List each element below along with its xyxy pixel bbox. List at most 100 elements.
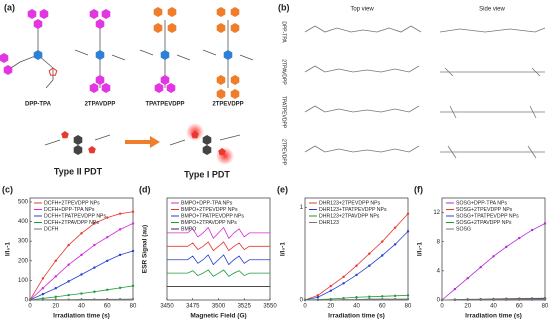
x-tick-label: 3550 bbox=[263, 304, 277, 310]
data-point bbox=[368, 295, 371, 298]
x-tick-label: 60 bbox=[104, 304, 111, 310]
data-point bbox=[530, 298, 534, 301]
data-point bbox=[131, 284, 135, 288]
data-point bbox=[492, 255, 495, 258]
legend-label: BMPO bbox=[181, 226, 196, 232]
x-tick-label: 80 bbox=[130, 304, 137, 310]
data-point bbox=[80, 298, 83, 301]
data-point bbox=[118, 298, 122, 301]
data-point bbox=[368, 252, 371, 255]
row-label: 2TPAVDPP bbox=[281, 59, 287, 85]
molecule-name: TPATPEVDPP bbox=[145, 102, 184, 108]
molecule-name: 2TPEVDPP bbox=[212, 102, 243, 108]
x-tick-label: 0 bbox=[440, 304, 444, 310]
data-point bbox=[67, 263, 70, 266]
data-point bbox=[381, 254, 384, 257]
row-label: 2TPEVDPP bbox=[281, 139, 287, 166]
legend-label: SOSG+DPP-TPA NPs bbox=[456, 200, 507, 206]
data-point bbox=[406, 212, 410, 215]
panel-label: (f) bbox=[414, 184, 423, 194]
data-point bbox=[453, 287, 457, 291]
row-label: TPATPEVDPP bbox=[281, 96, 287, 129]
data-point bbox=[93, 290, 96, 293]
y-tick-label: 0 bbox=[300, 298, 304, 304]
data-point bbox=[518, 298, 521, 301]
data-point bbox=[530, 228, 534, 232]
data-point bbox=[41, 277, 45, 280]
data-point bbox=[41, 298, 45, 302]
y-axis-label: I/I₀-1 bbox=[5, 242, 12, 257]
data-point bbox=[543, 222, 547, 225]
legend-label: DCFH+DPP-TPA NPs bbox=[44, 207, 95, 213]
data-point bbox=[54, 298, 57, 301]
data-point bbox=[381, 297, 384, 301]
data-point bbox=[518, 236, 521, 240]
data-point bbox=[67, 243, 70, 247]
x-tick-label: 40 bbox=[78, 304, 85, 310]
data-point bbox=[342, 282, 345, 285]
y-tick-label: 1 bbox=[300, 205, 304, 211]
data-point bbox=[54, 259, 57, 262]
x-tick-label: 80 bbox=[405, 304, 412, 310]
legend-label: BMPO+DPP-TPA NPs bbox=[181, 200, 233, 206]
data-point bbox=[393, 294, 397, 298]
data-point bbox=[54, 295, 57, 299]
data-point bbox=[355, 264, 358, 267]
legend-label: DCFH bbox=[44, 226, 59, 232]
data-point bbox=[355, 273, 358, 277]
data-point bbox=[41, 287, 45, 290]
legend-label: SOSG+2TPAVDPP NPs bbox=[456, 220, 512, 226]
legend-label: BMPO+2TPEVDPP NPs bbox=[181, 207, 238, 213]
data-point bbox=[118, 228, 122, 231]
data-point bbox=[492, 298, 495, 302]
y-axis-label: I/I₀-1 bbox=[280, 242, 287, 257]
data-point bbox=[80, 253, 83, 257]
data-point bbox=[316, 294, 320, 297]
y-tick-label: 0 bbox=[25, 298, 29, 304]
data-point bbox=[368, 264, 371, 267]
data-point bbox=[131, 210, 135, 213]
data-point bbox=[342, 275, 345, 279]
data-point bbox=[93, 298, 96, 301]
panel-label: (a) bbox=[4, 2, 15, 12]
data-point bbox=[106, 288, 109, 291]
molecule-name: 2TPAVDPP bbox=[85, 102, 116, 108]
data-point bbox=[329, 289, 332, 292]
molecule-structures bbox=[0, 7, 254, 99]
conformations bbox=[304, 25, 546, 159]
x-tick-label: 40 bbox=[353, 304, 360, 310]
data-point bbox=[381, 295, 384, 298]
data-point bbox=[355, 298, 358, 301]
data-point bbox=[106, 236, 109, 239]
x-axis-label: Irradiation time (s) bbox=[328, 313, 385, 320]
data-point bbox=[303, 298, 307, 302]
scheme-label: Type II PDT bbox=[54, 166, 103, 176]
panel-label: (d) bbox=[139, 184, 151, 194]
series-line bbox=[167, 254, 270, 266]
x-tick-label: 80 bbox=[542, 304, 549, 310]
data-point bbox=[453, 298, 457, 302]
y-tick-label: 12 bbox=[433, 210, 440, 216]
data-point bbox=[316, 298, 320, 302]
data-point bbox=[406, 294, 410, 297]
data-point bbox=[106, 298, 109, 301]
data-point bbox=[93, 222, 96, 225]
x-tick-label: 20 bbox=[52, 304, 59, 310]
panel-label: (c) bbox=[2, 184, 13, 194]
data-point bbox=[67, 298, 70, 301]
x-tick-label: 0 bbox=[28, 304, 32, 310]
x-tick-label: 3475 bbox=[186, 304, 200, 310]
y-tick-label: 0 bbox=[437, 298, 441, 304]
data-point bbox=[80, 273, 83, 276]
legend-label: BMPO+2TPAVDPP NPs bbox=[181, 220, 237, 226]
pdt-scheme bbox=[44, 123, 241, 165]
data-point bbox=[342, 298, 345, 301]
view-title: Side view bbox=[479, 7, 505, 13]
y-tick-label: 400 bbox=[18, 219, 29, 225]
data-point bbox=[93, 243, 96, 247]
data-point bbox=[479, 266, 482, 269]
legend-label: SOSG bbox=[456, 226, 471, 232]
data-point bbox=[67, 293, 70, 297]
y-axis-label: ESR Signal (au) bbox=[142, 225, 149, 273]
data-point bbox=[406, 230, 410, 233]
